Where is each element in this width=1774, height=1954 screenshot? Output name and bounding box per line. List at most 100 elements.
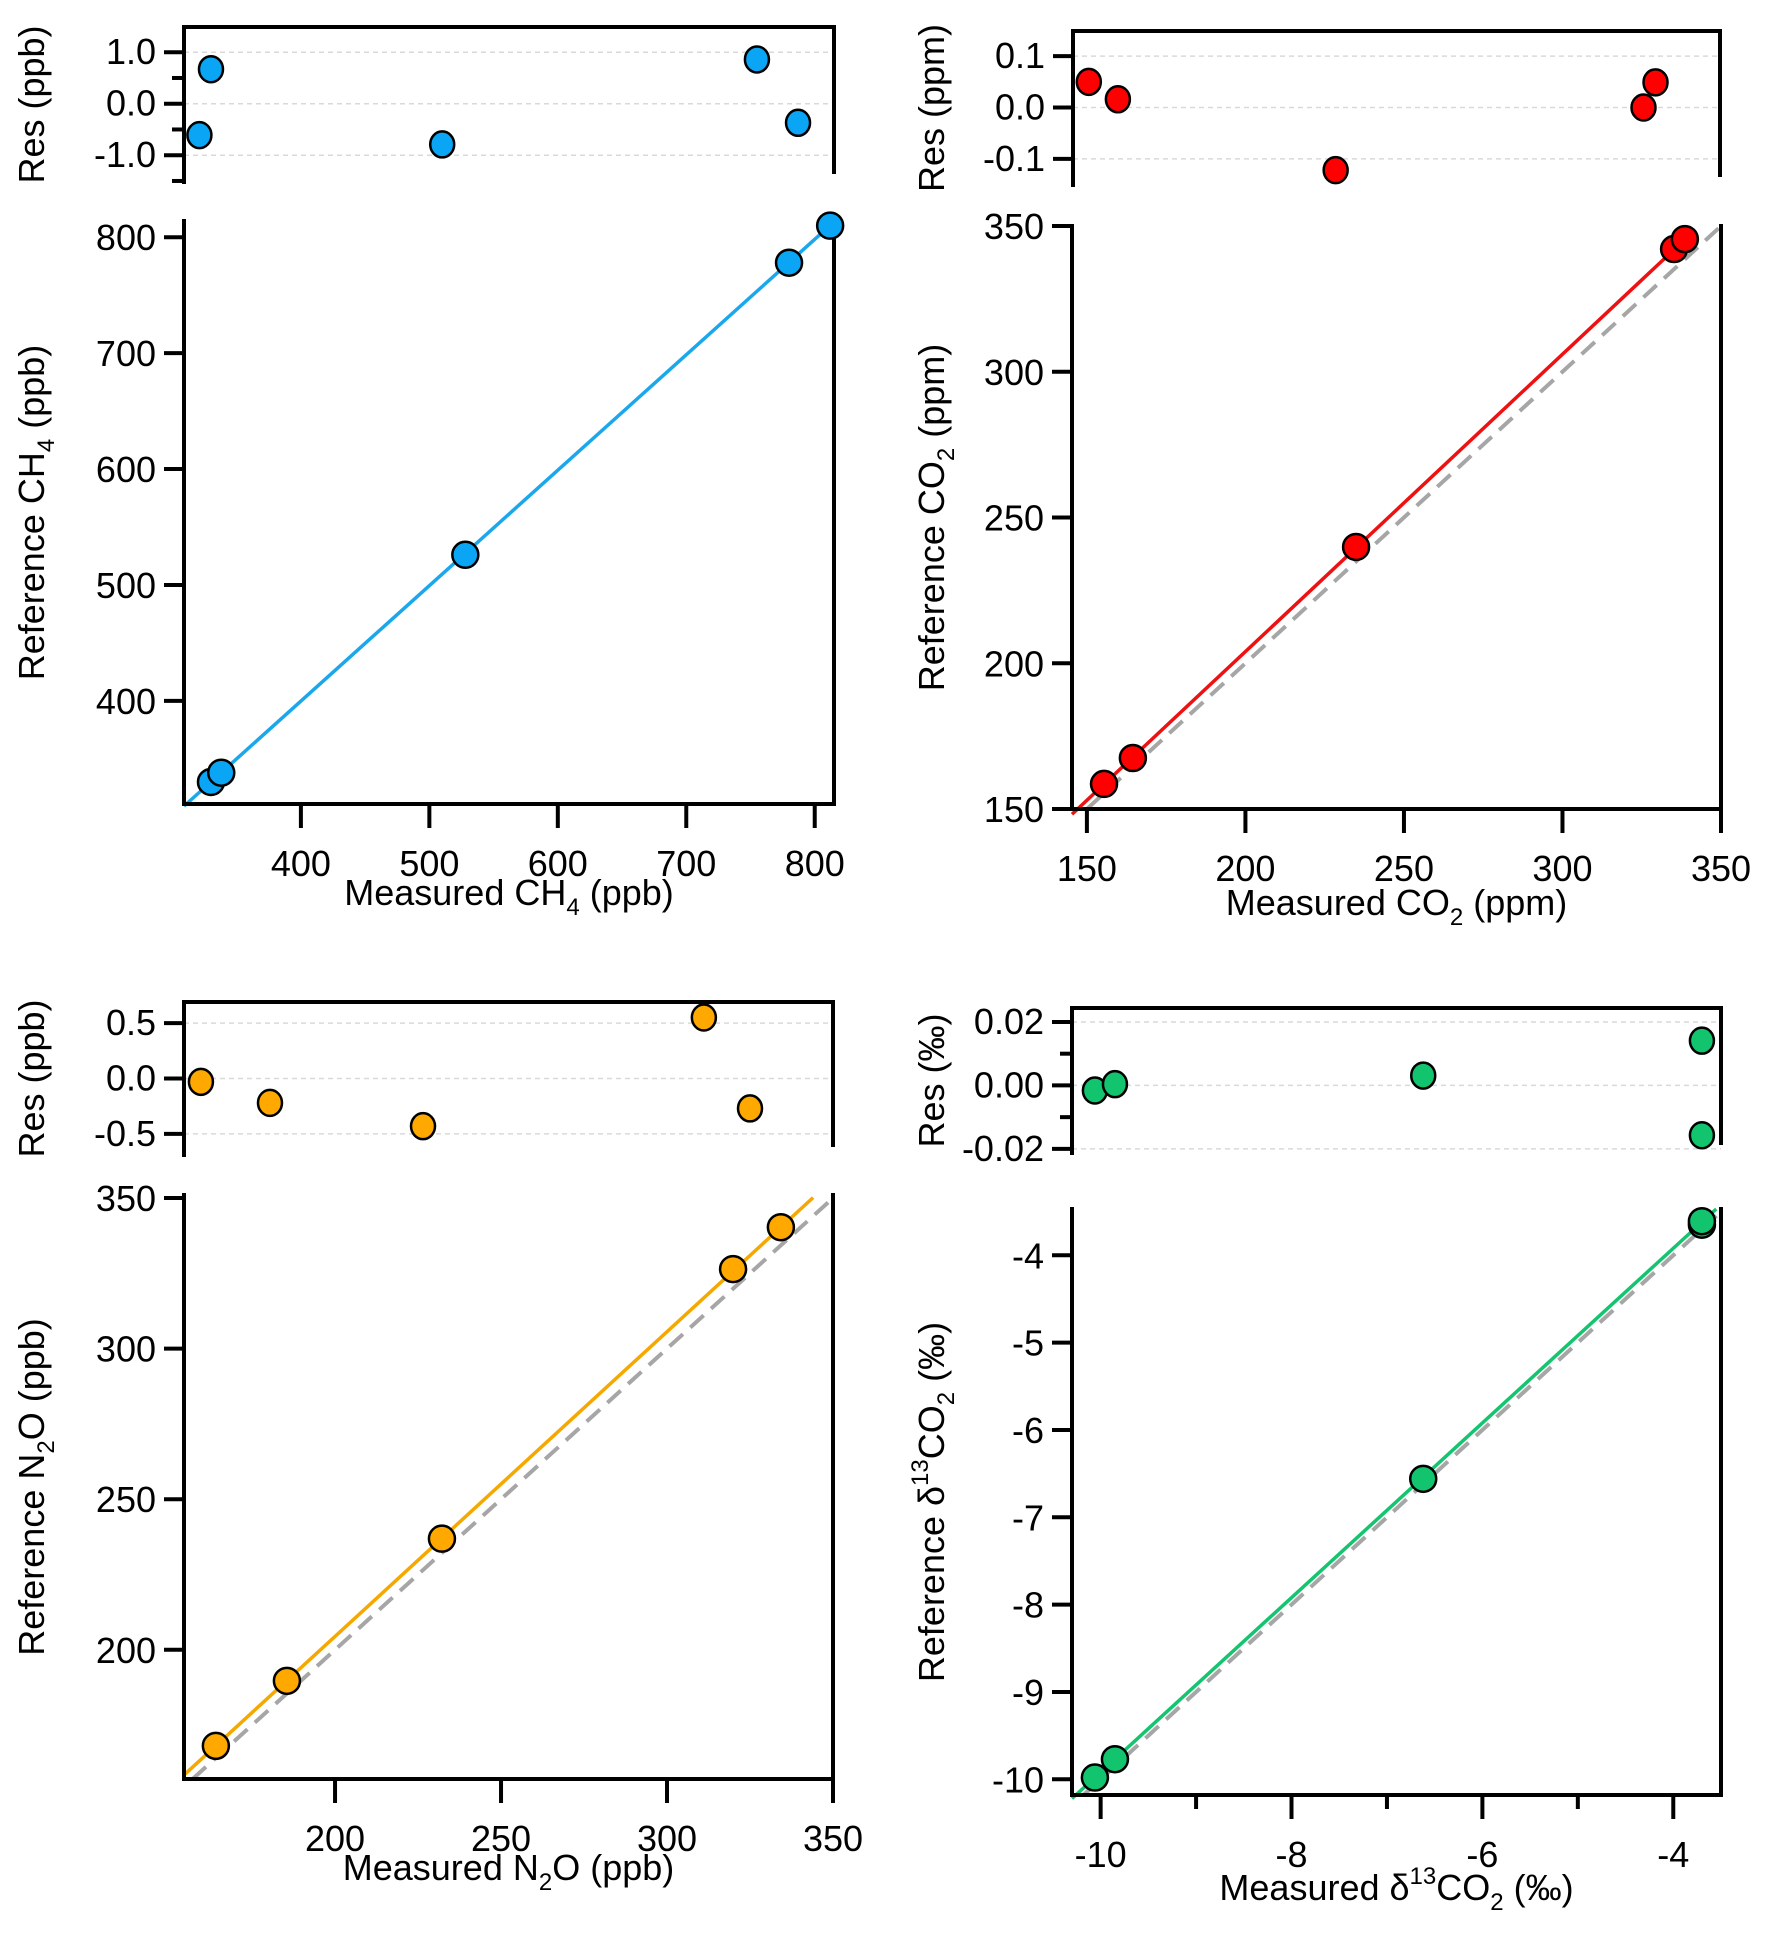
- main-point: [1408, 1464, 1438, 1494]
- main-ytick-label: 600: [96, 449, 156, 490]
- residual-ytick-label: 0.1: [995, 35, 1045, 76]
- main-xtick-label: 200: [1215, 848, 1275, 889]
- main-ylabel-part: (ppm): [911, 344, 952, 448]
- main-ytick-label: -9: [1012, 1672, 1044, 1713]
- main-xtick-label: 700: [656, 843, 716, 884]
- panel-ch4: 1.0 0.0 -1.0 Res (ppb) 400 500 600 700 800 400 500…: [11, 25, 845, 921]
- main-ytick-label: -10: [992, 1759, 1044, 1800]
- residual-point: [197, 54, 225, 84]
- main-xlabel: Measured δ13CO2 (‰): [1219, 1863, 1573, 1916]
- main-point: [201, 1731, 231, 1761]
- main-ylabel-part: Reference δ: [911, 1486, 952, 1682]
- main-ylabel-part: O (ppb): [11, 1318, 52, 1440]
- main-ylabel: Reference δ13CO2 (‰): [907, 1322, 960, 1682]
- main-xlabel-part: Measured N: [343, 1847, 539, 1888]
- main-xlabel: Measured N2O (ppb): [343, 1847, 675, 1896]
- main-xlabel: Measured CH4 (ppb): [344, 872, 674, 921]
- main-xtick-label: -8: [1276, 1834, 1308, 1875]
- main-xlabel-part: 2: [539, 1869, 552, 1896]
- residual-point: [1409, 1061, 1437, 1090]
- main-ylabel-part: 2: [933, 1392, 960, 1405]
- main-xlabel-part: 13: [1410, 1863, 1437, 1890]
- main-ylabel-part: (ppb): [11, 345, 52, 439]
- main-xtick-label: 300: [1532, 848, 1592, 889]
- main-ytick-label: 200: [984, 643, 1044, 684]
- main-ytick-label: 700: [96, 333, 156, 374]
- main-xtick-label: 600: [528, 843, 588, 884]
- main-xtick-label: 350: [1691, 848, 1751, 889]
- residual-point: [1322, 155, 1349, 185]
- ch4-main-plot: 400 500 600 700 800 400 500 600 700 800 Measured C…: [11, 211, 845, 921]
- residual-ytick-label: 0.0: [995, 86, 1045, 127]
- residual-ylabel: Res (ppb): [11, 999, 52, 1157]
- main-point: [774, 248, 804, 277]
- main-ylabel-part: Reference CH: [11, 452, 52, 680]
- residual-ytick-label: 0.5: [106, 1002, 156, 1043]
- one-to-one-line: [1082, 1210, 1723, 1797]
- main-xtick-label: -6: [1466, 1834, 1498, 1875]
- residual-point: [1101, 1069, 1129, 1099]
- main-point: [451, 540, 480, 570]
- main-xlabel-part: 2: [1450, 904, 1463, 931]
- co2-main-plot: 150 200 250 300 350 150 200 250 300 350 Measured C…: [911, 206, 1751, 931]
- residual-point: [1104, 85, 1132, 114]
- main-point: [1080, 1763, 1110, 1792]
- residual-ytick-label: -1.0: [94, 134, 156, 175]
- main-xtick-label: 150: [1057, 848, 1117, 889]
- main-ytick-label: 400: [96, 681, 156, 722]
- residual-ytick-label: 0.0: [106, 83, 156, 124]
- fit-line: [1070, 1207, 1718, 1800]
- main-point: [1341, 532, 1371, 562]
- main-ytick-label: 150: [984, 789, 1044, 830]
- main-ytick-label: 350: [984, 206, 1044, 247]
- main-point: [718, 1254, 748, 1284]
- main-ytick-label: 250: [96, 1479, 156, 1520]
- residual-point: [690, 1003, 718, 1032]
- main-point: [815, 211, 845, 240]
- residual-ytick-label: 0.02: [974, 1001, 1044, 1042]
- main-xlabel-part: (‰): [1504, 1867, 1574, 1908]
- main-ytick-label: 250: [984, 498, 1044, 539]
- main-ylabel-part: 4: [33, 439, 60, 452]
- residual-point: [187, 1067, 215, 1097]
- main-xtick-label: 500: [399, 843, 459, 884]
- residual-ytick-label: -0.1: [983, 138, 1045, 179]
- main-xlabel-part: 2: [1490, 1889, 1503, 1916]
- residual-point: [428, 130, 456, 159]
- residual-ytick-label: -0.5: [94, 1113, 156, 1154]
- residual-point: [186, 120, 213, 150]
- residual-point: [1688, 1026, 1716, 1055]
- main-point: [1089, 769, 1119, 799]
- main-ytick-label: 500: [96, 565, 156, 606]
- main-point: [1100, 1744, 1130, 1774]
- residual-ytick-label: 0.00: [974, 1064, 1044, 1105]
- residual-point: [784, 108, 812, 138]
- main-point: [1687, 1206, 1717, 1236]
- ch4-residual-plot: 1.0 0.0 -1.0 Res (ppb): [11, 25, 836, 184]
- main-xlabel-part: Measured δ: [1219, 1867, 1409, 1908]
- main-point: [1670, 224, 1700, 254]
- residual-point: [1688, 1120, 1716, 1150]
- panel-co2: 0.1 0.0 -0.1 Res (ppm) 150 200 250 300 350 150 200…: [911, 24, 1751, 931]
- residual-point: [743, 45, 771, 74]
- main-xtick-label: 250: [471, 1818, 531, 1859]
- main-ylabel-part: CO: [911, 1405, 952, 1459]
- main-point: [207, 758, 236, 787]
- main-xtick-label: 350: [803, 1818, 863, 1859]
- main-xlabel-part: 4: [566, 894, 579, 921]
- d13co2-main-plot: -10 -9 -8 -7 -6 -5 -4 -10 -8 -6 -4 Measured δ13CO2 …: [907, 1206, 1723, 1916]
- main-ytick-label: -7: [1012, 1497, 1044, 1538]
- fit-line: [1070, 229, 1696, 816]
- main-ylabel-part: (‰): [911, 1322, 952, 1392]
- main-xlabel-part: (ppm): [1463, 882, 1567, 923]
- main-xlabel-part: Measured CH: [344, 872, 566, 913]
- main-ytick-label: -8: [1012, 1585, 1044, 1626]
- residual-point: [1630, 93, 1657, 122]
- main-ytick-label: -4: [1012, 1235, 1044, 1276]
- main-ylabel: Reference N2O (ppb): [11, 1318, 60, 1656]
- main-xlabel: Measured CO2 (ppm): [1226, 882, 1567, 931]
- main-ylabel-part: Reference N: [11, 1454, 52, 1656]
- main-ylabel: Reference CO2 (ppm): [911, 344, 960, 691]
